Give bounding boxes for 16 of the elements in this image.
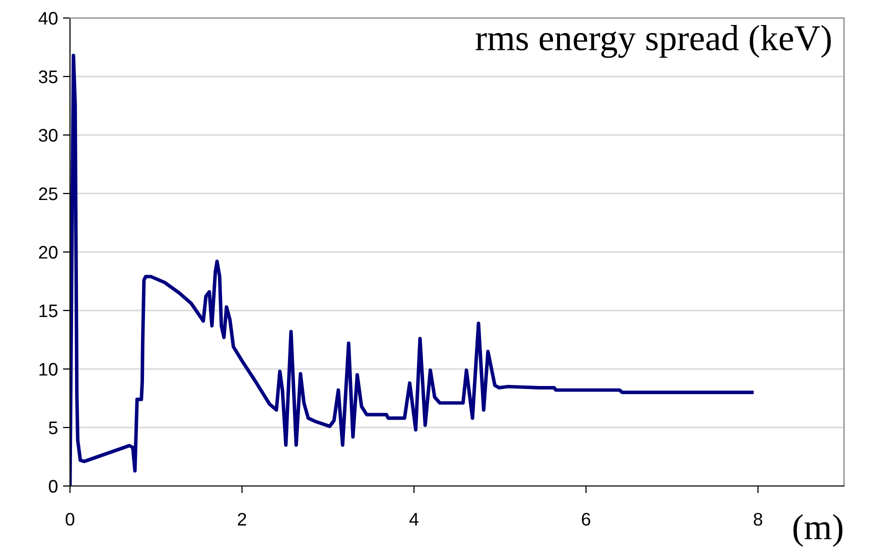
y-tick-label: 5 (48, 422, 58, 434)
x-tick-label: 0 (66, 512, 74, 526)
y-tick-label: 25 (39, 187, 58, 200)
x-tick-label: 2 (238, 512, 246, 526)
x-tick-label: 6 (582, 512, 590, 526)
x-tick-label: 4 (409, 513, 418, 526)
y-tick-label: 15 (39, 304, 58, 318)
y-tick-label: 30 (38, 128, 58, 142)
y-tick-label: 20 (39, 246, 58, 259)
y-tick-label: 10 (39, 362, 58, 376)
x-axis-title: (m) (793, 514, 842, 547)
y-tick-label: 35 (38, 70, 58, 84)
y-tick-label: 40 (38, 12, 58, 25)
chart-title: rms energy spread (keV) (476, 25, 831, 58)
y-tick-label: 0 (48, 480, 58, 493)
x-tick-label: 8 (754, 512, 762, 526)
